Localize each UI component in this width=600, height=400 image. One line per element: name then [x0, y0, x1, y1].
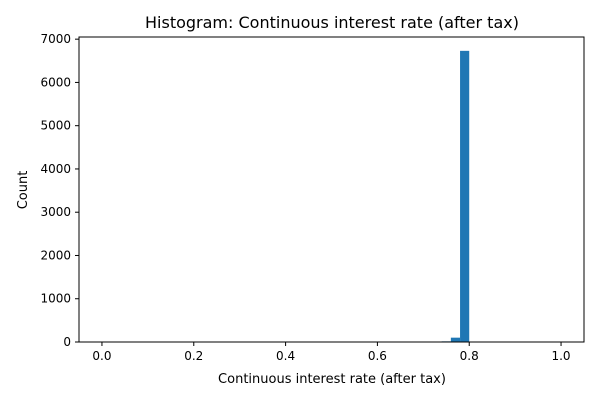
y-tick-label: 0: [63, 335, 71, 349]
y-tick-label: 5000: [40, 119, 71, 133]
x-tick-label: 1.0: [551, 349, 570, 363]
y-axis-ticks: 0 1000 2000 3000 4000 5000 6000 7000: [40, 32, 79, 349]
y-tick-label: 4000: [40, 162, 71, 176]
y-tick-label: 6000: [40, 75, 71, 89]
y-tick-label: 2000: [40, 248, 71, 262]
x-axis-ticks: 0.0 0.2 0.4 0.6 0.8 1.0: [92, 342, 571, 363]
y-axis-label: Count: [16, 171, 31, 210]
histogram-bar: [460, 50, 470, 343]
y-tick-label: 3000: [40, 205, 71, 219]
x-tick-label: 0.2: [184, 349, 203, 363]
y-tick-label: 7000: [40, 32, 71, 46]
x-axis-label: Continuous interest rate (after tax): [218, 372, 446, 387]
x-tick-label: 0.8: [460, 349, 479, 363]
histogram-bar: [450, 337, 461, 342]
x-tick-label: 0.0: [92, 349, 111, 363]
y-tick-label: 1000: [40, 292, 71, 306]
x-tick-label: 0.4: [276, 349, 295, 363]
plot-frame: [78, 36, 585, 343]
x-tick-label: 0.6: [368, 349, 387, 363]
chart-title: Histogram: Continuous interest rate (aft…: [145, 13, 519, 32]
